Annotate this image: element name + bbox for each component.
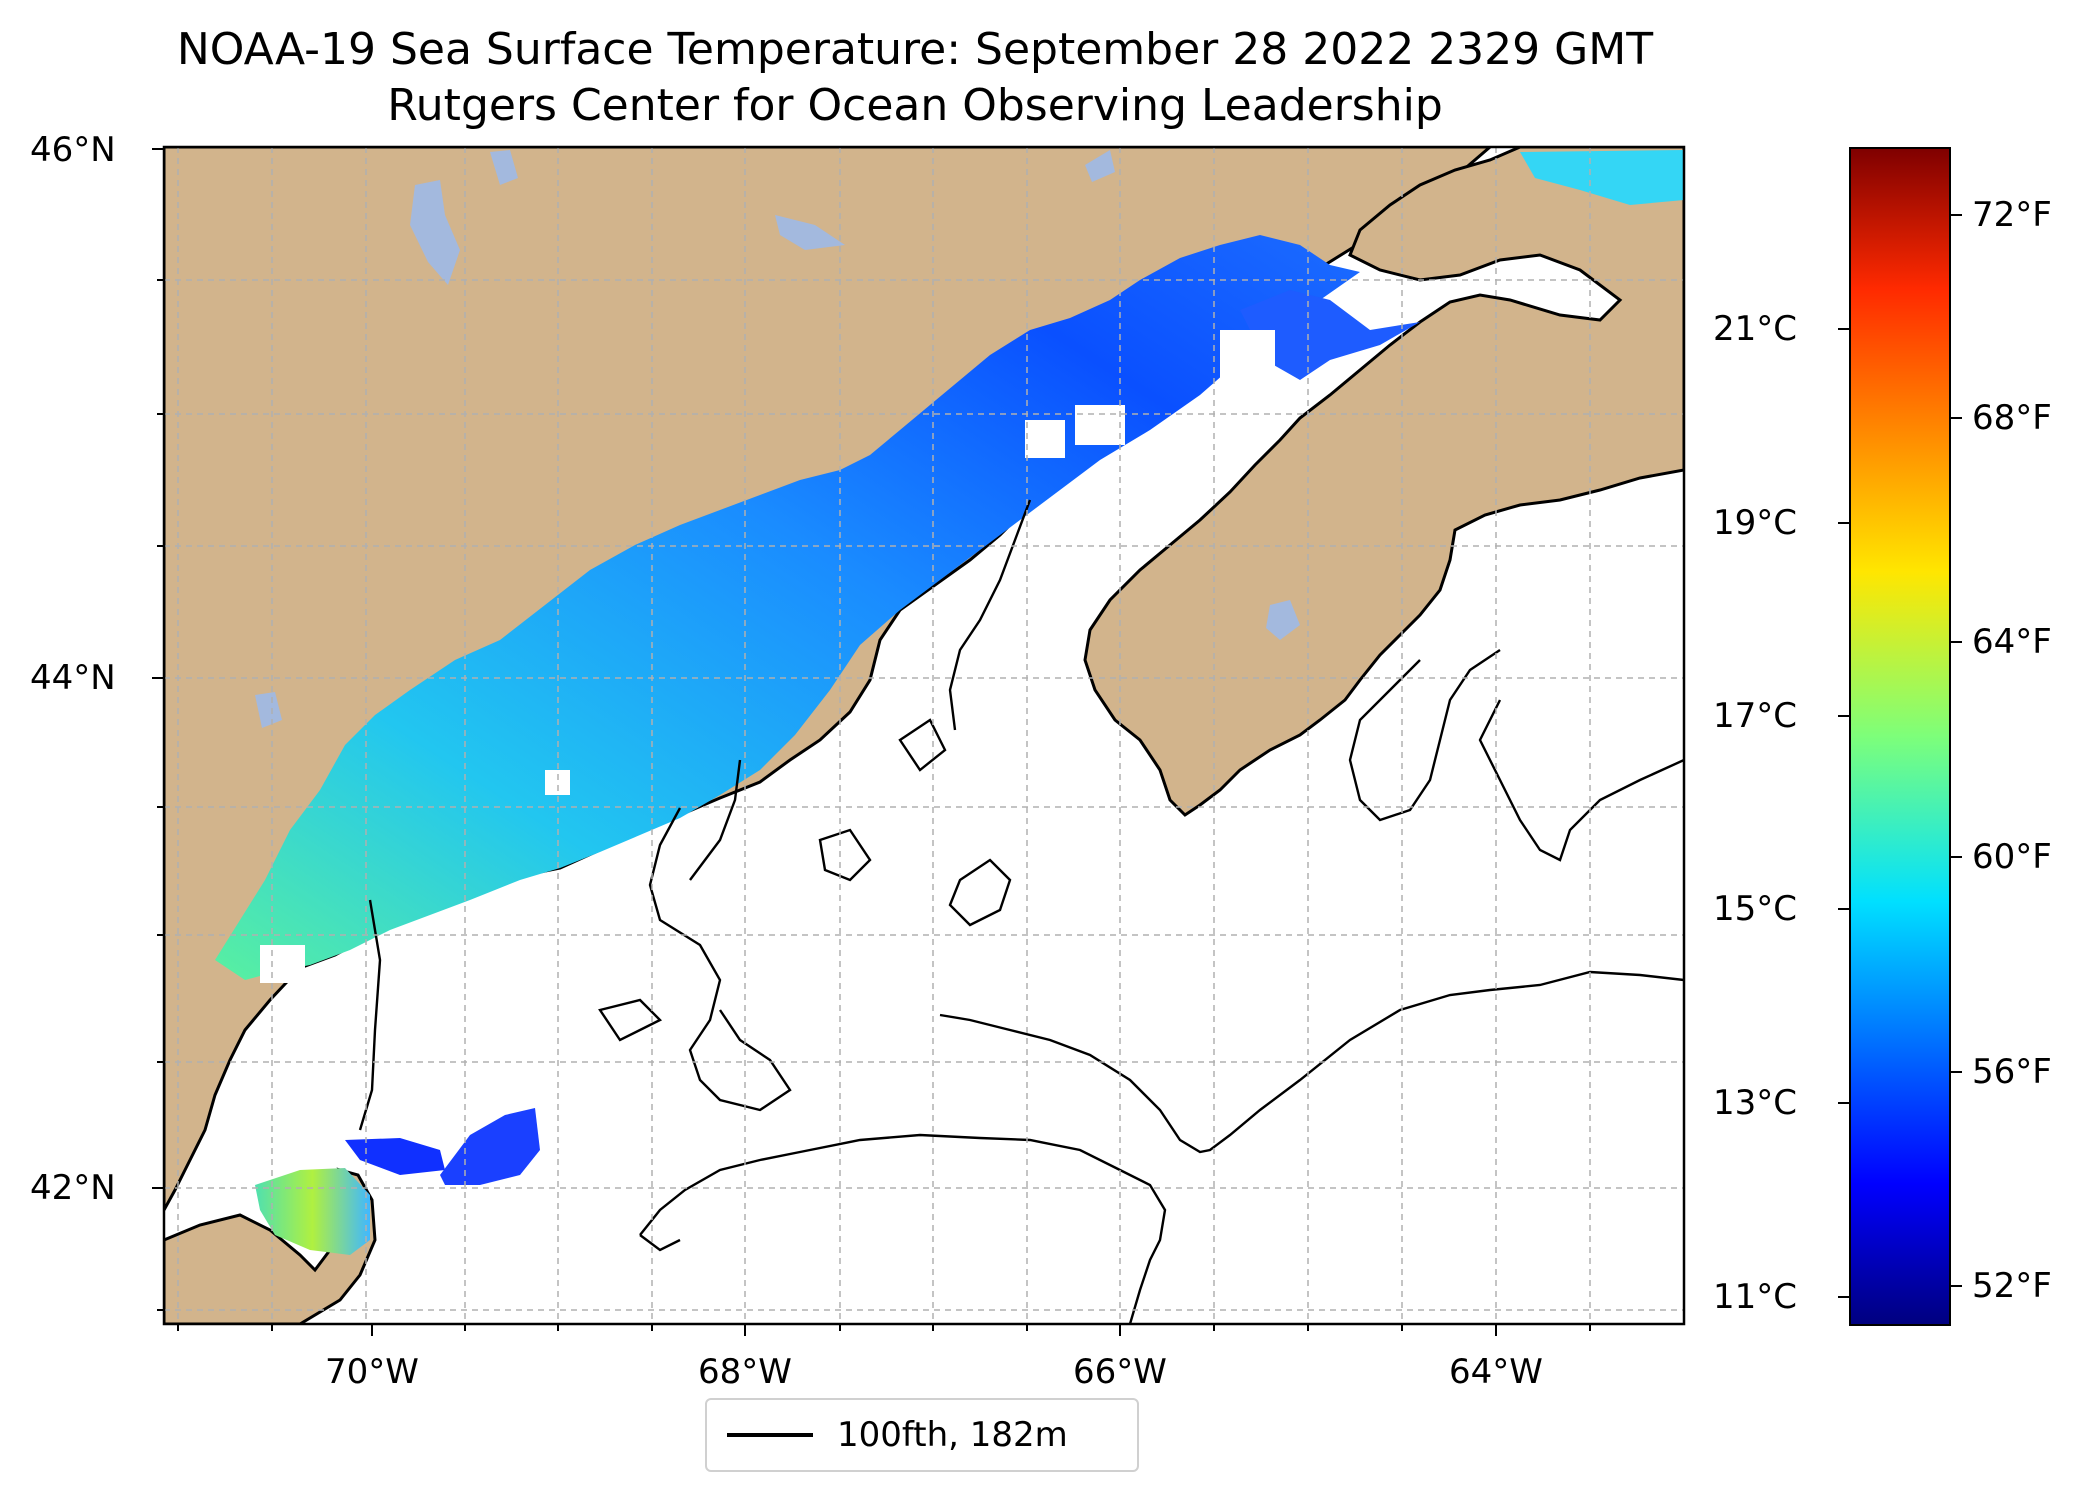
colorbar-label-64f: 64°F [1972,622,2052,662]
lake [1266,600,1300,640]
maritime-land [1083,147,1684,817]
isobath-legend-swatch [727,1433,813,1437]
lake [775,215,845,250]
lake [1085,150,1115,182]
cloud-gap [1075,405,1125,445]
lat-ticks [152,148,164,1311]
map-subtitle: Rutgers Center for Ocean Observing Leade… [387,80,1443,131]
sst-swath-georges [345,1138,445,1175]
lake [255,692,282,728]
colorbar-label-13c: 13°C [1713,1083,1798,1123]
lat-label-46n: 46°N [30,130,116,170]
colorbar-label-21c: 21°C [1713,309,1798,349]
sst-swath-gulf-of-maine [215,235,1360,980]
colorbar-label-60f: 60°F [1972,837,2052,877]
lon-label-68w: 68°W [698,1352,792,1392]
colorbar-label-68f: 68°F [1972,398,2052,438]
colorbar-label-17c: 17°C [1713,696,1798,736]
sst-swath-bay-of-fundy [1240,290,1420,380]
map-title: NOAA-19 Sea Surface Temperature: Septemb… [176,24,1654,75]
isobath-100fth [358,499,1684,1324]
colorbar-label-19c: 19°C [1713,503,1798,543]
colorbar-label-52f: 52°F [1972,1266,2052,1306]
sst-swath-north [1520,150,1684,205]
cloud-gap [545,770,570,795]
gridlines [164,147,1684,1324]
map-frame [162,145,1686,1326]
colorbar-label-15c: 15°C [1713,889,1798,929]
colorbar-label-56f: 56°F [1972,1052,2052,1092]
colorbar-label-11c: 11°C [1713,1277,1798,1317]
cloud-gap [1025,420,1065,458]
cloud-gap [260,945,305,983]
lat-label-44n: 44°N [30,658,116,698]
lon-label-64w: 64°W [1449,1352,1543,1392]
lon-ticks [177,1324,1591,1336]
cloud-gap [1220,330,1275,378]
legend: 100fth, 182m [705,1398,1139,1472]
lon-label-70w: 70°W [325,1352,419,1392]
colorbar-fahrenheit-ticks [1950,214,1962,1287]
colorbar [1849,147,1951,1326]
legend-label: 100fth, 182m [837,1415,1068,1455]
colorbar-label-72f: 72°F [1972,195,2052,235]
colorbar-celsius-ticks [1838,328,1850,1298]
sst-swath-cape-cod [255,1168,370,1255]
lat-label-42n: 42°N [30,1168,116,1208]
lake [410,180,460,285]
lon-label-66w: 66°W [1073,1352,1167,1392]
lake [490,150,518,185]
sst-swath-georges-2 [440,1108,540,1185]
